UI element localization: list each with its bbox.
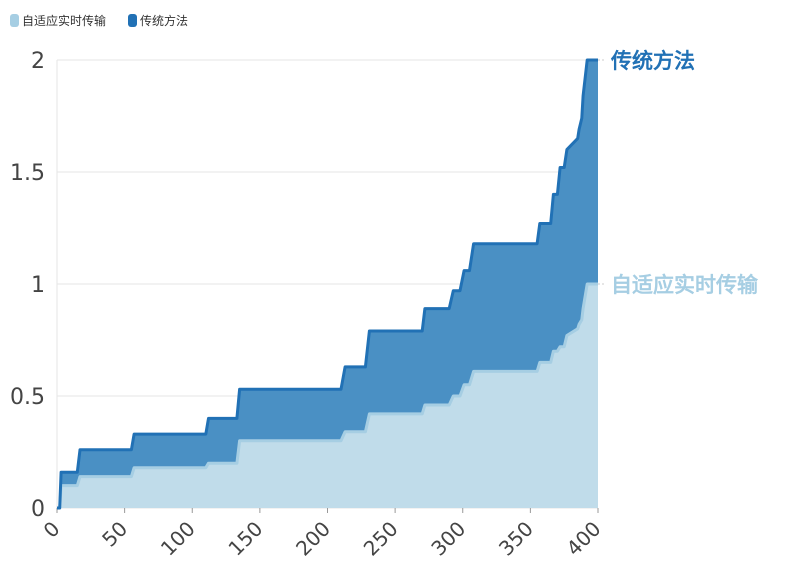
x-tick-label: 150	[223, 517, 267, 561]
x-tick-label: 400	[562, 517, 606, 561]
x-tick-label: 100	[156, 517, 200, 561]
y-tick-label: 0	[31, 497, 45, 522]
y-tick-label: 2	[31, 49, 45, 74]
x-tick-label: 0	[39, 517, 65, 543]
x-tick-label: 200	[291, 517, 335, 561]
y-tick-label: 1.5	[10, 161, 45, 186]
x-tick-label: 250	[359, 517, 403, 561]
end-label-traditional: 传统方法	[610, 49, 695, 73]
y-tick-label: 0.5	[10, 385, 45, 410]
end-label-adaptive: 自适应实时传输	[611, 273, 759, 297]
x-tick-label: 50	[97, 517, 132, 552]
x-tick-label: 300	[426, 517, 470, 561]
x-tick-label: 350	[494, 517, 538, 561]
y-tick-label: 1	[31, 273, 45, 298]
